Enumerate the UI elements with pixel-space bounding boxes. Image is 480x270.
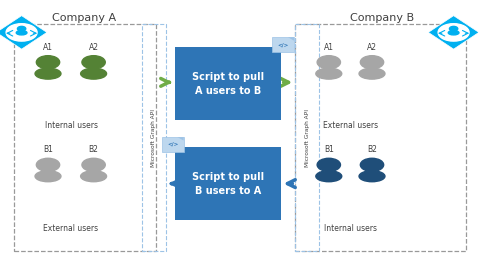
Text: Microsoft Graph API: Microsoft Graph API (305, 109, 310, 167)
Polygon shape (0, 16, 47, 49)
Polygon shape (428, 16, 479, 49)
FancyBboxPatch shape (175, 147, 281, 220)
Text: </>: </> (167, 142, 179, 147)
Text: Script to pull
A users to B: Script to pull A users to B (192, 72, 264, 96)
Ellipse shape (316, 68, 342, 79)
Circle shape (317, 56, 340, 69)
Text: A1: A1 (324, 43, 334, 52)
Text: Internal users: Internal users (324, 224, 377, 233)
Text: Internal users: Internal users (45, 121, 97, 130)
Ellipse shape (81, 68, 107, 79)
Circle shape (360, 158, 384, 171)
Text: A2: A2 (367, 43, 377, 52)
Circle shape (36, 56, 60, 69)
Text: Company B: Company B (349, 12, 414, 23)
Ellipse shape (448, 31, 459, 35)
Text: B1: B1 (43, 145, 53, 154)
Ellipse shape (35, 171, 61, 182)
Ellipse shape (359, 171, 385, 182)
Circle shape (17, 26, 26, 31)
Text: Company A: Company A (52, 12, 116, 23)
Text: B2: B2 (89, 145, 98, 154)
Ellipse shape (316, 171, 342, 182)
Ellipse shape (359, 68, 385, 79)
Ellipse shape (81, 171, 107, 182)
Text: B2: B2 (367, 145, 377, 154)
Ellipse shape (16, 31, 27, 35)
Text: B1: B1 (324, 145, 334, 154)
FancyBboxPatch shape (162, 137, 183, 152)
Text: A2: A2 (89, 43, 98, 52)
Polygon shape (178, 137, 183, 141)
Ellipse shape (35, 68, 61, 79)
FancyBboxPatch shape (272, 37, 294, 52)
Text: A1: A1 (43, 43, 53, 52)
Text: Script to pull
B users to A: Script to pull B users to A (192, 172, 264, 195)
Text: Microsoft Graph API: Microsoft Graph API (151, 109, 156, 167)
Circle shape (6, 24, 37, 41)
Polygon shape (288, 37, 294, 41)
Text: External users: External users (44, 224, 98, 233)
Circle shape (438, 24, 469, 41)
Circle shape (82, 56, 105, 69)
FancyBboxPatch shape (175, 47, 281, 120)
Circle shape (317, 158, 340, 171)
Text: External users: External users (323, 121, 378, 130)
Circle shape (449, 26, 458, 31)
Text: </>: </> (277, 42, 289, 47)
Circle shape (82, 158, 105, 171)
Circle shape (36, 158, 60, 171)
Circle shape (360, 56, 384, 69)
